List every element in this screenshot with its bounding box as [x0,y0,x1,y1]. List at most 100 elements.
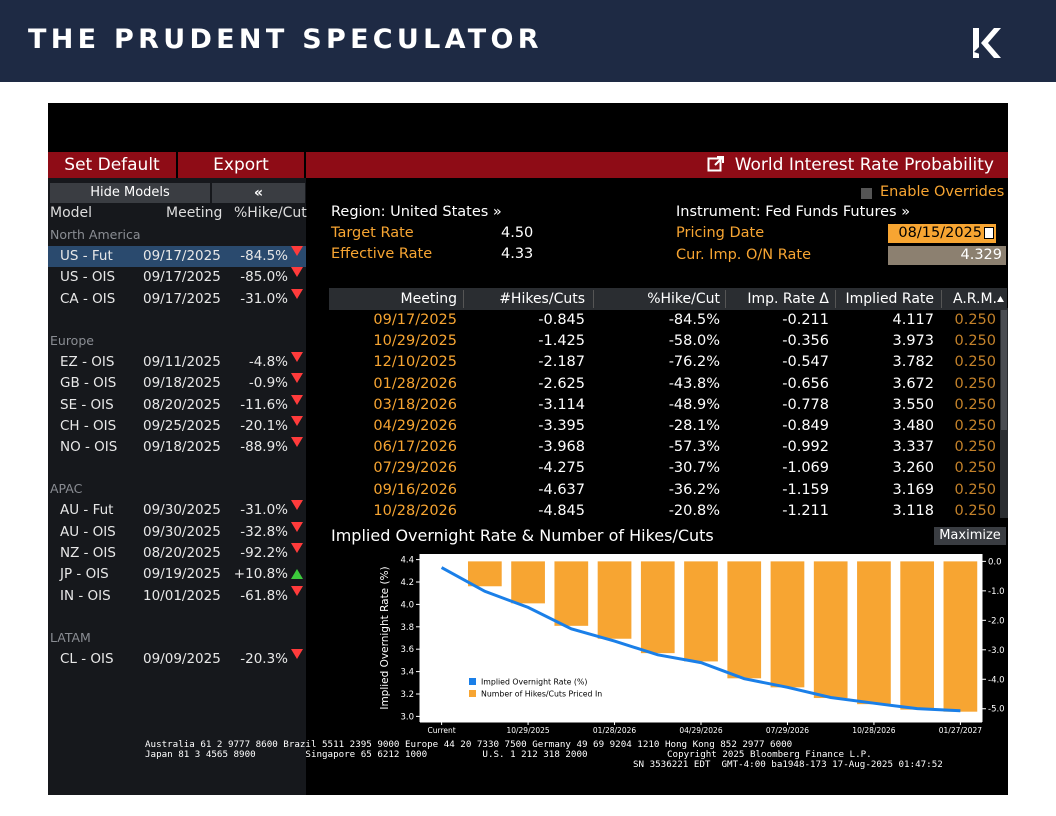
region-group-label: Europe [50,332,94,348]
region-group-label: APAC [50,481,83,497]
model-row[interactable]: US - OIS 09/17/2025 -85.0% [48,267,306,288]
table-row[interactable]: 10/28/2026 -4.845 -20.8% -1.211 3.118 0.250 [329,501,1007,522]
table-row[interactable]: 09/16/2026 -4.637 -36.2% -1.159 3.169 0.250 [329,480,1007,501]
model-row[interactable]: US - Fut 09/17/2025 -84.5% [48,246,306,267]
calendar-icon[interactable] [984,227,994,239]
hikes-cuts-bar [640,561,675,654]
column-header-meeting[interactable]: Meeting [166,205,223,221]
table-header: Meeting #Hikes/Cuts %Hike/Cut Imp. Rate … [329,288,1007,310]
model-row[interactable]: AU - OIS 09/30/2025 -32.8% [48,521,306,543]
model-row[interactable]: GB - OIS 09/18/2025 -0.9% [48,373,306,394]
column-header-pct[interactable]: %Hike/Cut [234,205,307,221]
table-row[interactable]: 12/10/2025 -2.187 -76.2% -0.547 3.782 0.250 [329,352,1007,373]
model-pct-hike-cut: -31.0% [240,502,288,519]
cur-imp-rate-field[interactable]: 4.329 [888,246,1006,265]
cell-imp-rate-delta: -0.656 [782,375,829,392]
pricing-date-input[interactable]: 08/15/2025 [888,224,996,243]
toolbar-divider [176,152,178,178]
external-link-icon[interactable] [707,156,725,172]
right-tick-label: -5.0 [988,705,1005,715]
legend-label: Number of Hikes/Cuts Priced In [481,690,602,699]
cell-hikes-cuts: -4.845 [538,502,585,519]
x-tick-label: 10/29/2025 [506,726,549,735]
model-name: AU - OIS [60,523,116,540]
th-imp-rate-delta[interactable]: Imp. Rate Δ [747,291,829,307]
table-row[interactable]: 03/18/2026 -3.114 -48.9% -0.778 3.550 0.250 [329,395,1007,416]
model-name: CL - OIS [60,650,114,667]
sort-up-icon[interactable] [997,296,1004,302]
model-pct-hike-cut: -84.5% [240,248,288,264]
maximize-button[interactable]: Maximize [934,527,1006,545]
down-arrow-icon [291,521,303,532]
model-meeting-date: 09/11/2025 [143,353,221,370]
enable-overrides-checkbox[interactable] [861,188,872,199]
cell-arm: 0.250 [954,354,996,371]
column-header-model[interactable]: Model [50,205,93,221]
model-row[interactable]: IN - OIS 10/01/2025 -61.8% [48,585,306,607]
model-meeting-date: 08/20/2025 [143,396,221,413]
cell-meeting: 09/16/2026 [373,481,457,498]
model-row[interactable]: CH - OIS 09/25/2025 -20.1% [48,415,306,437]
left-tick-label: 3.8 [400,623,414,633]
model-name: US - OIS [60,269,116,286]
cell-meeting: 07/29/2026 [373,460,457,477]
cell-imp-rate-delta: -0.356 [782,333,829,350]
table-row[interactable]: 01/28/2026 -2.625 -43.8% -0.656 3.672 0.250 [329,374,1007,395]
model-row[interactable]: NO - OIS 09/18/2025 -88.9% [48,437,306,458]
th-arm[interactable]: A.R.M. [953,291,997,307]
model-row[interactable]: SE - OIS 08/20/2025 -11.6% [48,394,306,416]
set-default-button[interactable]: Set Default [64,155,160,175]
left-tick-label: 3.2 [400,690,414,700]
model-row[interactable]: CA - OIS 09/17/2025 -31.0% [48,288,306,310]
left-tick-label: 3.4 [400,668,414,678]
x-tick-label: 04/29/2026 [679,726,722,735]
th-pct-hike-cut[interactable]: %Hike/Cut [647,291,720,307]
left-tick-label: 3.6 [400,645,414,655]
model-meeting-date: 08/20/2025 [143,545,221,561]
th-meeting[interactable]: Meeting [400,291,457,307]
model-row[interactable]: JP - OIS 09/19/2025 +10.8% [48,564,306,585]
table-row[interactable]: 10/29/2025 -1.425 -58.0% -0.356 3.973 0.250 [329,331,1007,352]
enable-overrides-label[interactable]: Enable Overrides [880,184,1005,200]
cell-arm: 0.250 [954,502,996,519]
brand-name: THE PRUDENT SPECULATOR [28,24,543,55]
table-row[interactable]: 04/29/2026 -3.395 -28.1% -0.849 3.480 0.250 [329,416,1007,437]
cell-pct-hike-cut: -30.7% [668,460,720,477]
down-arrow-icon [291,415,303,426]
scrollbar-thumb[interactable] [1001,310,1007,430]
x-tick-label: 01/27/2027 [939,726,982,735]
cell-hikes-cuts: -0.845 [538,312,585,328]
left-tick-label: 4.0 [400,600,414,610]
th-hikes-cuts[interactable]: #Hikes/Cuts [499,291,585,307]
cell-pct-hike-cut: -36.2% [668,481,720,498]
cell-implied-rate: 3.550 [892,396,934,413]
cell-implied-rate: 3.169 [892,481,934,498]
cell-arm: 0.250 [954,439,996,456]
model-name: AU - Fut [60,502,114,519]
hikes-cuts-bar [684,561,718,662]
hide-models-button[interactable]: Hide Models [50,183,210,203]
right-tick-label: -1.0 [988,587,1005,597]
table-row[interactable]: 07/29/2026 -4.275 -30.7% -1.069 3.260 0.250 [329,458,1007,479]
collapse-panel-button[interactable]: « [212,183,305,203]
tps-chevron-logo [973,28,1001,58]
cell-hikes-cuts: -4.637 [538,481,585,498]
cell-arm: 0.250 [954,418,996,434]
export-button[interactable]: Export [213,155,269,175]
table-row[interactable]: 06/17/2026 -3.968 -57.3% -0.992 3.337 0.250 [329,437,1007,458]
model-row[interactable]: AU - Fut 09/30/2025 -31.0% [48,500,306,521]
region-selector[interactable]: Region: United States » [331,204,502,220]
right-tick-label: -2.0 [988,616,1005,626]
cell-hikes-cuts: -3.968 [538,439,585,456]
model-name: US - Fut [60,248,113,264]
model-row[interactable]: EZ - OIS 09/11/2025 -4.8% [48,351,306,373]
model-pct-hike-cut: -20.1% [240,417,288,434]
model-meeting-date: 10/01/2025 [143,587,221,604]
model-row[interactable]: NZ - OIS 08/20/2025 -92.2% [48,543,306,564]
model-meeting-date: 09/17/2025 [143,290,221,307]
model-row[interactable]: CL - OIS 09/09/2025 -20.3% [48,648,306,670]
instrument-selector[interactable]: Instrument: Fed Funds Futures » [676,204,911,220]
table-row[interactable]: 09/17/2025 -0.845 -84.5% -0.211 4.117 0.250 [329,310,1007,331]
th-implied-rate[interactable]: Implied Rate [845,291,934,307]
table-scrollbar[interactable] [1000,308,1008,518]
